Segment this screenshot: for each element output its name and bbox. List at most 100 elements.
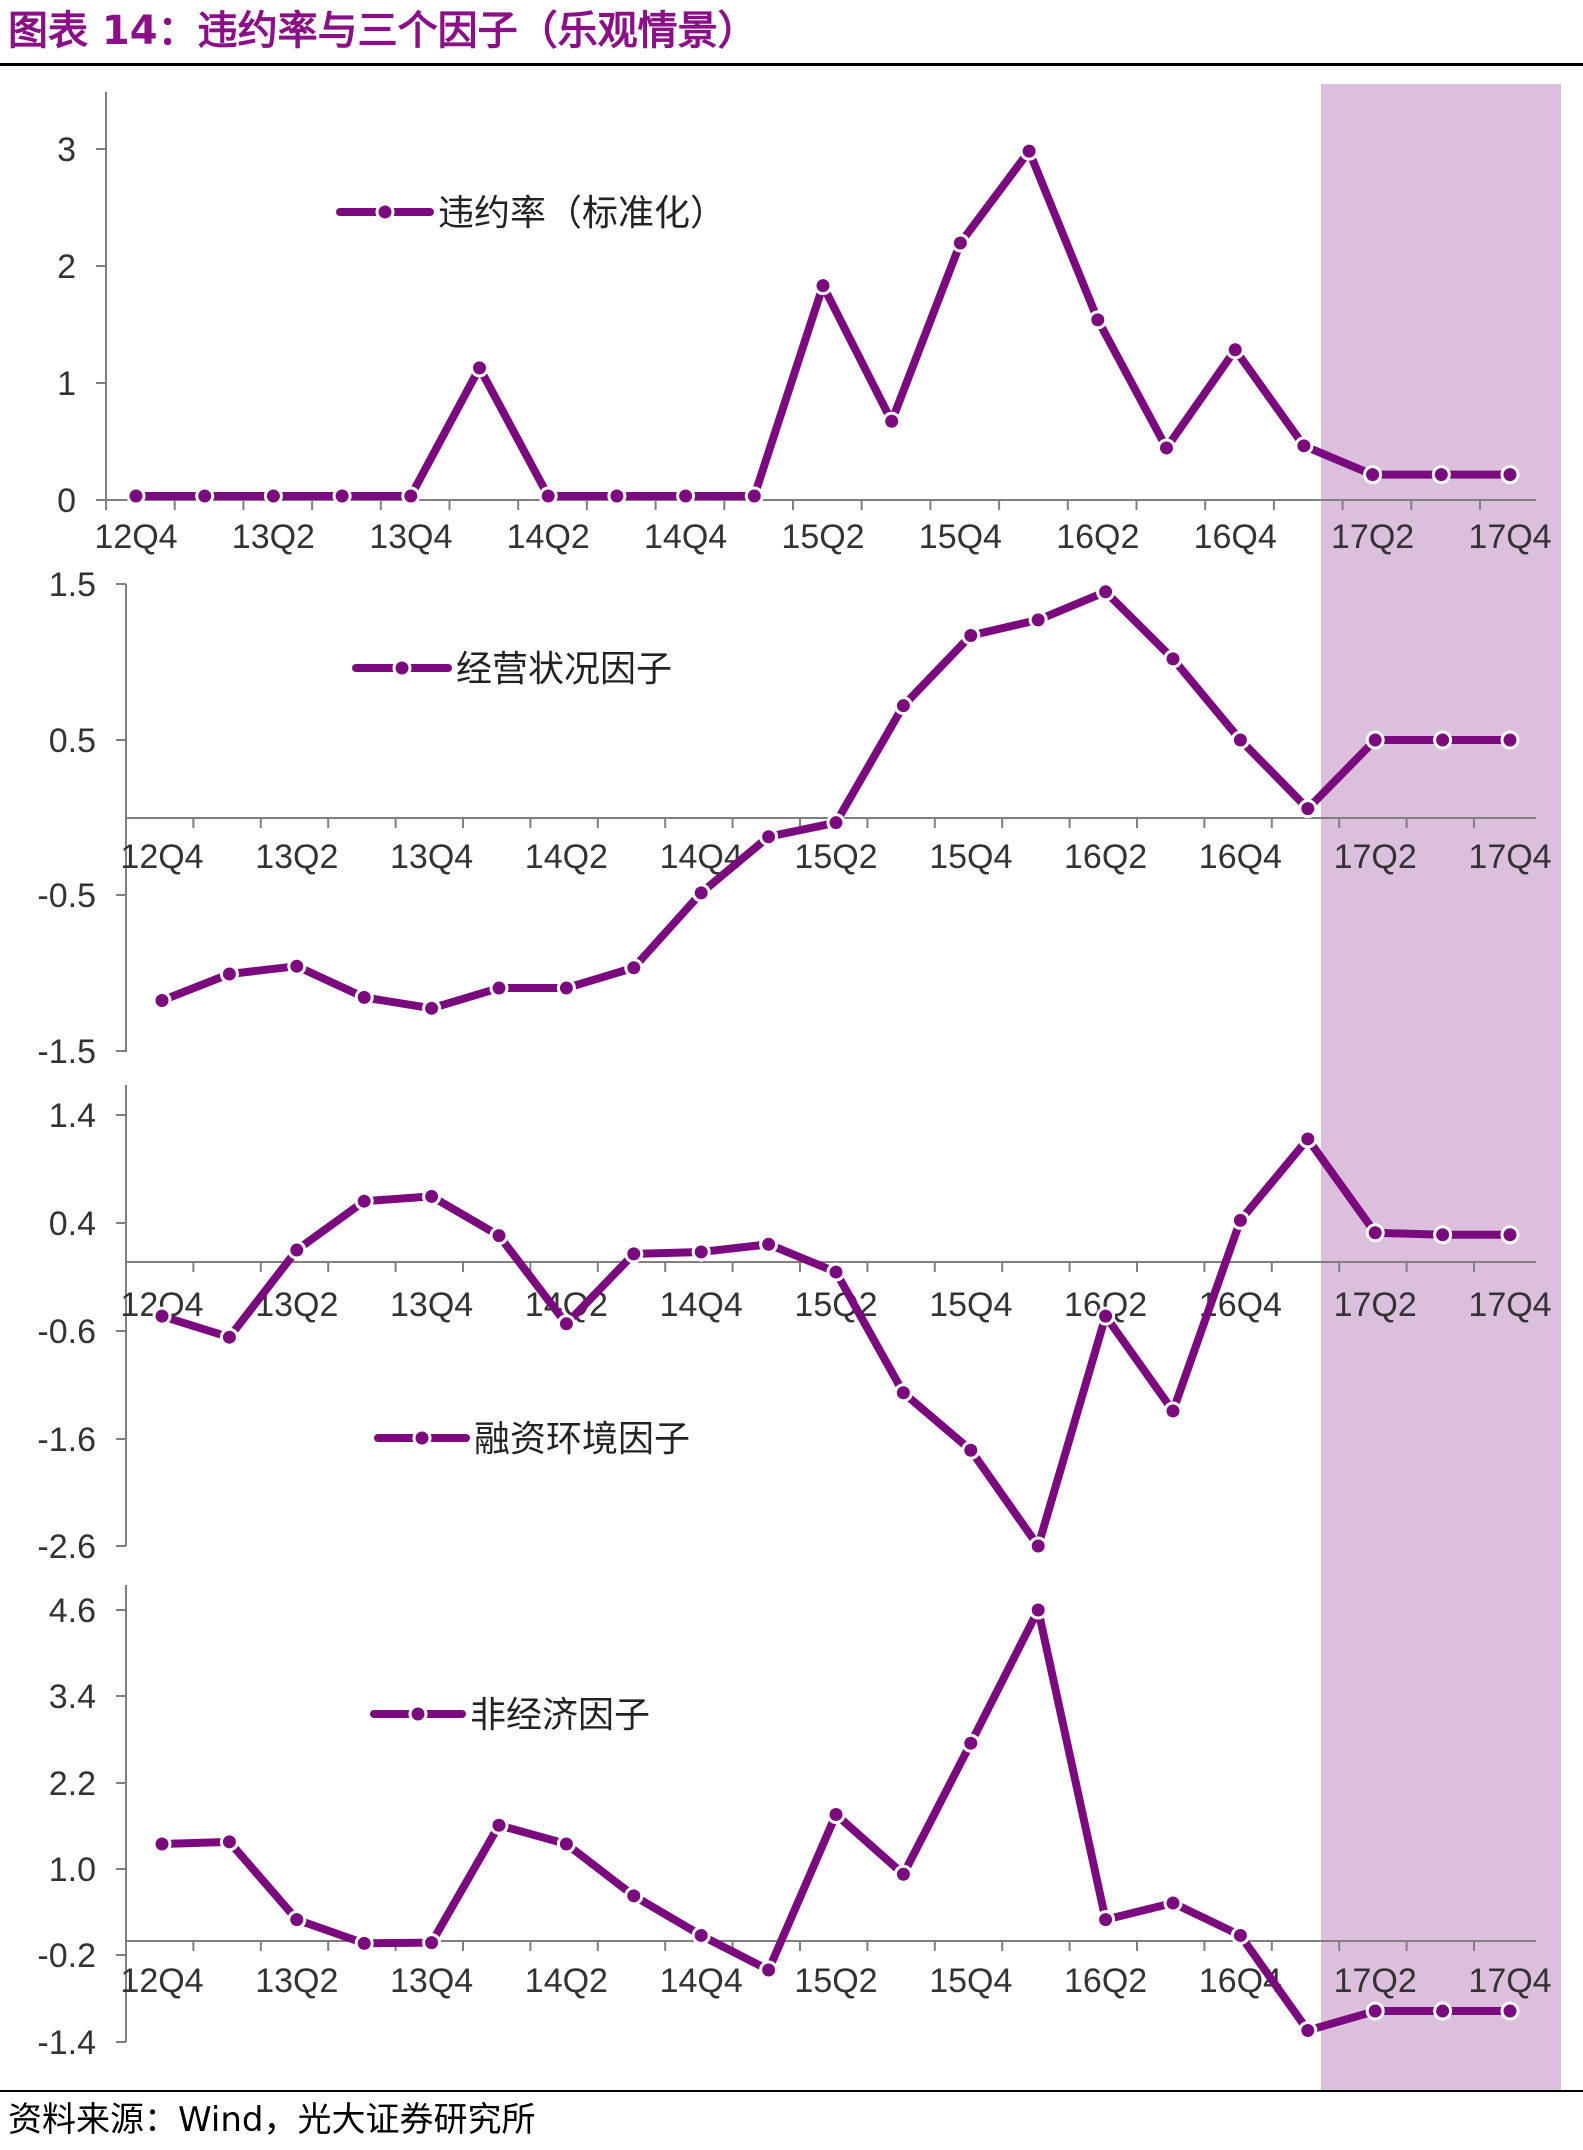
y-tick-label: 2 [57, 248, 76, 286]
x-tick-label: 14Q4 [660, 1962, 743, 2000]
x-tick-label: 16Q4 [1194, 518, 1277, 556]
data-point [354, 1933, 374, 1953]
data-point [1433, 730, 1453, 750]
data-point [950, 233, 970, 253]
data-point [624, 1886, 644, 1906]
data-point [624, 958, 644, 978]
data-point [332, 486, 352, 506]
data-point [1365, 730, 1385, 750]
data-point [1230, 730, 1250, 750]
data-point [1230, 1210, 1250, 1230]
legend-label: 融资环境因子 [474, 1419, 690, 1460]
data-point [813, 276, 833, 296]
x-tick-label: 16Q2 [1064, 838, 1147, 876]
data-point [1225, 340, 1245, 360]
x-tick-label: 15Q2 [781, 518, 864, 556]
legend-label: 经营状况因子 [456, 649, 672, 690]
x-tick-label: 13Q2 [255, 838, 338, 876]
data-point [1363, 465, 1383, 485]
x-tick-label: 17Q4 [1468, 518, 1551, 556]
data-point [489, 1226, 509, 1246]
x-tick-label: 17Q2 [1334, 838, 1417, 876]
y-tick-label: -1.6 [37, 1421, 96, 1459]
data-point [826, 1262, 846, 1282]
data-point [126, 486, 146, 506]
y-tick-label: 1 [57, 365, 76, 403]
data-point [1096, 1910, 1116, 1930]
x-tick-label: 12Q4 [94, 518, 177, 556]
y-tick-label: -2.6 [37, 1528, 96, 1566]
data-point [152, 991, 172, 1011]
x-tick-label: 13Q4 [390, 1962, 473, 2000]
y-tick-label: 0.5 [49, 722, 96, 760]
legend-marker [375, 202, 395, 222]
y-tick-label: 1.0 [49, 1851, 96, 1889]
data-point [219, 1327, 239, 1347]
x-tick-label: 17Q4 [1468, 1962, 1551, 2000]
data-point [961, 625, 981, 645]
x-tick-label: 13Q2 [255, 1962, 338, 2000]
x-tick-label: 15Q4 [929, 838, 1012, 876]
x-tick-label: 15Q2 [794, 1962, 877, 2000]
data-point [759, 1960, 779, 1980]
data-point [759, 827, 779, 847]
data-point [1500, 465, 1520, 485]
data-point [1096, 582, 1116, 602]
y-tick-label: 4.6 [49, 1592, 96, 1630]
data-point [1433, 1225, 1453, 1245]
data-point [219, 964, 239, 984]
y-tick-label: -1.5 [37, 1033, 96, 1071]
page-title: 图表 14：违约率与三个因子（乐观情景） [8, 8, 758, 54]
data-point [287, 1910, 307, 1930]
data-point [1500, 2001, 1520, 2021]
x-tick-label: 14Q2 [507, 518, 590, 556]
x-tick-label: 12Q4 [120, 1962, 203, 2000]
data-point [1028, 1536, 1048, 1556]
data-point [287, 956, 307, 976]
x-tick-label: 15Q2 [794, 838, 877, 876]
forecast-shading [1321, 84, 1561, 2090]
data-point [1028, 1600, 1048, 1620]
data-point [556, 1314, 576, 1334]
y-tick-label: 0.4 [49, 1205, 96, 1243]
data-point [1019, 141, 1039, 161]
data-point [1431, 465, 1451, 485]
title-rule [0, 63, 1583, 66]
data-point [882, 411, 902, 431]
y-tick-label: -0.5 [37, 877, 96, 915]
data-point [744, 486, 764, 506]
y-tick-label: 3.4 [49, 1678, 96, 1716]
data-point [354, 1191, 374, 1211]
x-tick-label: 13Q4 [390, 838, 473, 876]
x-tick-label: 14Q2 [525, 838, 608, 876]
data-point [1163, 1893, 1183, 1913]
data-point [152, 1306, 172, 1326]
data-point [556, 1834, 576, 1854]
legend-marker [408, 1704, 428, 1724]
x-tick-label: 14Q2 [525, 1962, 608, 2000]
x-tick-label: 13Q4 [390, 1286, 473, 1324]
data-point [759, 1234, 779, 1254]
data-point [607, 486, 627, 506]
x-tick-label: 14Q4 [660, 1286, 743, 1324]
x-tick-label: 16Q2 [1064, 1962, 1147, 2000]
legend-marker [412, 1428, 432, 1448]
data-point [263, 486, 283, 506]
data-point [1298, 799, 1318, 819]
data-point [422, 1933, 442, 1953]
legend-marker [392, 658, 412, 678]
data-point [676, 486, 696, 506]
data-point [1298, 2020, 1318, 2040]
data-point [1500, 1225, 1520, 1245]
data-point [961, 1733, 981, 1753]
x-tick-label: 15Q4 [929, 1286, 1012, 1324]
y-tick-label: -1.4 [37, 2024, 96, 2062]
x-tick-label: 16Q2 [1056, 518, 1139, 556]
x-tick-label: 15Q4 [919, 518, 1002, 556]
data-point [489, 978, 509, 998]
data-point [538, 486, 558, 506]
chart-default-rate: 0 1 2 3 12Q4 13Q2 13Q4 14Q2 14Q4 15Q2 15Q4 16Q2 16Q4… [57, 92, 1552, 556]
data-point [219, 1832, 239, 1852]
